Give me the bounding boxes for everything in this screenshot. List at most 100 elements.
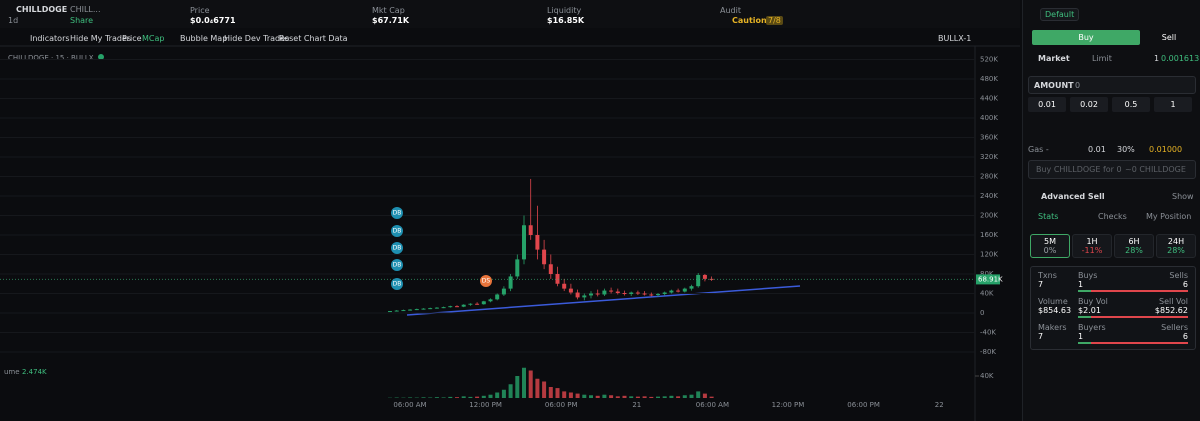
candle-body bbox=[515, 259, 520, 277]
candle-body bbox=[548, 264, 553, 274]
y-tick-label: 120K bbox=[980, 251, 998, 259]
candle-body bbox=[582, 295, 587, 298]
stat-label: Mkt Cap bbox=[372, 6, 405, 15]
volume-bar bbox=[649, 396, 654, 398]
amount-box[interactable] bbox=[1028, 76, 1196, 94]
candle-body bbox=[528, 225, 533, 235]
stat-value: Caution bbox=[732, 16, 767, 25]
candle-body bbox=[441, 307, 446, 309]
show[interactable]: Show bbox=[1172, 192, 1194, 201]
quick-amount[interactable]: 0.02 bbox=[1070, 97, 1108, 112]
candle-body bbox=[542, 249, 547, 265]
last-price-bg bbox=[976, 274, 1000, 285]
y-tick-label: 440K bbox=[980, 95, 998, 103]
tab[interactable]: Stats bbox=[1038, 212, 1059, 221]
stat-value: 7 bbox=[1038, 280, 1044, 289]
y-tick-label: 80K bbox=[980, 270, 994, 278]
stat-value: $2.01 bbox=[1078, 306, 1101, 315]
volume-bar bbox=[481, 395, 486, 398]
stat-label: Buyers bbox=[1078, 323, 1106, 332]
candle-body bbox=[421, 308, 426, 310]
timeframe-box[interactable] bbox=[1072, 234, 1112, 258]
candle-body bbox=[501, 288, 506, 295]
y-tick-label: 520K bbox=[980, 56, 998, 64]
candle-body bbox=[455, 306, 459, 308]
volume-bar bbox=[609, 395, 614, 398]
timeframe-box[interactable] bbox=[1114, 234, 1154, 258]
candle-body bbox=[649, 294, 654, 296]
limit-tab[interactable]: Limit bbox=[1092, 54, 1112, 63]
stat-label: Sell Vol bbox=[1159, 297, 1188, 306]
candle-body bbox=[696, 274, 701, 287]
volume-bar bbox=[421, 397, 426, 398]
quick-amount[interactable]: 1 bbox=[1154, 97, 1192, 112]
volume-bar bbox=[629, 396, 634, 398]
y-tick-label: 480K bbox=[980, 75, 998, 83]
quick-amount[interactable]: 0.5 bbox=[1112, 97, 1150, 112]
candle-body bbox=[682, 288, 687, 292]
candle-body bbox=[615, 291, 620, 294]
ratio-bar bbox=[1078, 316, 1188, 318]
candle-body bbox=[575, 292, 580, 298]
timeframe-change: 0% bbox=[1043, 246, 1057, 255]
candle-body bbox=[595, 293, 600, 295]
candle-body bbox=[689, 286, 694, 289]
share[interactable]: Share bbox=[70, 16, 94, 25]
trade-marker-label: DB bbox=[393, 210, 402, 217]
candle-body bbox=[461, 304, 466, 307]
trade-marker bbox=[391, 225, 403, 237]
buy-input[interactable] bbox=[1028, 160, 1196, 179]
volume-bar bbox=[562, 391, 567, 398]
tab[interactable]: My Position bbox=[1146, 212, 1192, 221]
volume-bar bbox=[461, 396, 466, 398]
timeframe-box[interactable] bbox=[1156, 234, 1196, 258]
volume-bar bbox=[582, 394, 587, 398]
volume-bar bbox=[508, 384, 513, 398]
volume-bar bbox=[535, 378, 540, 398]
candle-body bbox=[448, 306, 453, 308]
stat-label: Liquidity bbox=[547, 6, 582, 15]
volume-bar bbox=[656, 396, 660, 398]
y-tick-label: 160K bbox=[980, 231, 998, 239]
hide-dev-trades[interactable]: Hide Dev Trades bbox=[224, 34, 290, 43]
market-tab[interactable]: Market bbox=[1038, 54, 1070, 63]
volume-bar bbox=[468, 396, 473, 398]
trade-marker-label: DB bbox=[393, 281, 402, 288]
volume-bar bbox=[515, 376, 520, 398]
timeframe-label: 5M bbox=[1044, 237, 1056, 246]
candle-body bbox=[394, 310, 399, 312]
amount-label: AMOUNT bbox=[1034, 81, 1074, 90]
volume-bar bbox=[595, 395, 600, 398]
candle-body bbox=[388, 311, 392, 313]
volume-bar bbox=[522, 367, 526, 398]
y-tick-label: 200K bbox=[980, 212, 998, 220]
quick-amount[interactable]: 0.01 bbox=[1028, 97, 1066, 112]
volume-bar bbox=[528, 370, 533, 398]
stat-label: Buys bbox=[1078, 271, 1098, 280]
buy-button[interactable]: Buy bbox=[1032, 30, 1140, 45]
candle-body bbox=[629, 292, 634, 294]
sell-button[interactable]: Sell bbox=[1161, 33, 1177, 42]
tab[interactable]: Checks bbox=[1098, 212, 1127, 221]
stat-value: 6 bbox=[1182, 332, 1188, 341]
stat-label: Audit bbox=[720, 6, 741, 15]
candle-body bbox=[401, 310, 406, 312]
volume-bar bbox=[408, 397, 413, 398]
reset-chart[interactable]: Reset Chart Data bbox=[279, 34, 348, 43]
x-tick-label: 06:00 PM bbox=[847, 401, 880, 409]
indicators[interactable]: Indicators bbox=[30, 34, 70, 43]
trade-panel bbox=[1022, 0, 1200, 421]
mcap-toggle[interactable]: MCap bbox=[142, 34, 165, 43]
timeframe-box[interactable] bbox=[1030, 234, 1070, 258]
ratio-bar bbox=[1078, 290, 1188, 292]
layout[interactable]: BULLX-1 bbox=[938, 34, 972, 43]
bubble-map[interactable]: Bubble Map bbox=[180, 34, 228, 43]
advanced-sell[interactable]: Advanced Sell bbox=[1041, 192, 1105, 201]
candle-body bbox=[676, 290, 681, 292]
preset[interactable]: Default bbox=[1040, 8, 1080, 21]
hide-my-trades[interactable]: Hide My Trades bbox=[70, 34, 132, 43]
volume-bar bbox=[682, 395, 687, 398]
price-toggle[interactable]: Price bbox=[122, 34, 142, 43]
candle-body bbox=[669, 290, 674, 293]
